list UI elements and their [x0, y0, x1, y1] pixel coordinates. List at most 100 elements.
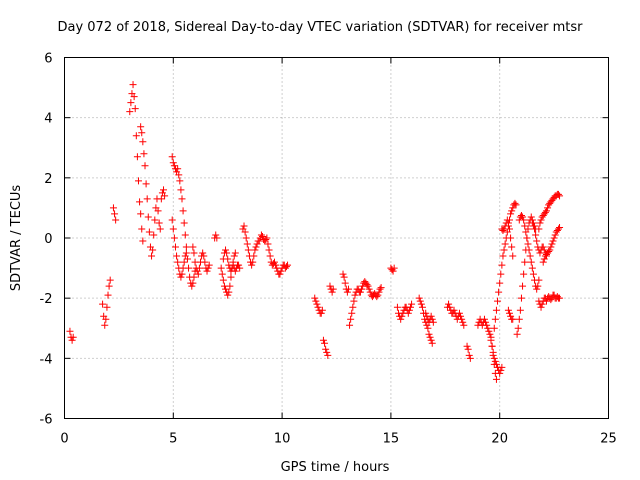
y-tick-label: 2	[44, 172, 52, 187]
data-point	[314, 303, 322, 311]
data-point	[139, 138, 147, 146]
data-point	[179, 264, 187, 272]
data-point	[151, 216, 159, 224]
series-sat-s	[346, 278, 385, 329]
data-point	[188, 282, 196, 290]
data-point	[406, 303, 414, 311]
x-tick-label: 10	[274, 432, 291, 447]
y-tick-label: -2	[40, 292, 53, 307]
data-point	[231, 267, 239, 275]
series-sat-aa	[487, 336, 506, 377]
data-point	[556, 294, 564, 302]
data-point	[426, 333, 434, 341]
data-point	[148, 252, 156, 260]
data-point	[498, 261, 506, 269]
data-point	[181, 231, 189, 239]
data-point	[482, 318, 490, 326]
data-point	[103, 303, 111, 311]
data-point	[194, 270, 202, 278]
data-point	[500, 246, 508, 254]
data-point	[328, 288, 336, 296]
data-point	[425, 330, 433, 338]
data-point	[66, 327, 74, 335]
data-point	[499, 226, 507, 234]
data-point	[521, 258, 529, 266]
data-point	[102, 315, 110, 323]
data-point	[491, 357, 499, 365]
data-point	[282, 263, 290, 271]
data-point	[284, 261, 292, 269]
data-point	[180, 258, 188, 266]
series-sat-aj	[539, 223, 564, 266]
data-point	[133, 153, 141, 161]
data-point	[466, 354, 474, 362]
data-point	[178, 270, 186, 278]
data-point	[182, 243, 190, 251]
data-point	[249, 258, 257, 266]
data-point	[226, 282, 234, 290]
data-point	[137, 123, 145, 131]
data-point	[509, 252, 517, 260]
data-point	[503, 216, 511, 224]
data-point	[533, 285, 541, 293]
data-point	[326, 282, 334, 290]
data-point	[343, 288, 351, 296]
data-point	[251, 246, 259, 254]
data-point	[540, 255, 548, 263]
data-point	[265, 246, 273, 254]
data-point	[200, 252, 208, 260]
data-point	[485, 327, 493, 335]
data-point	[130, 93, 138, 101]
data-point	[127, 99, 135, 107]
data-point	[344, 285, 352, 293]
data-point	[525, 246, 533, 254]
data-point	[450, 306, 458, 314]
data-point	[312, 297, 320, 305]
data-point	[68, 336, 76, 344]
data-point	[105, 282, 113, 290]
data-point	[554, 225, 562, 233]
data-point	[321, 339, 329, 347]
data-point	[418, 303, 426, 311]
data-point	[429, 318, 437, 326]
data-point	[99, 300, 107, 308]
data-point	[551, 231, 559, 239]
data-point	[539, 243, 547, 251]
data-point	[149, 246, 157, 254]
data-point	[201, 258, 209, 266]
data-point	[339, 270, 347, 278]
data-point	[348, 309, 356, 317]
data-point	[511, 199, 519, 207]
data-point	[168, 216, 176, 224]
data-point	[250, 252, 258, 260]
data-point	[508, 207, 516, 215]
data-point	[143, 195, 151, 203]
data-point	[514, 324, 522, 332]
data-point	[140, 150, 148, 158]
data-point	[547, 243, 555, 251]
x-axis-label: GPS time / hours	[281, 460, 390, 475]
data-point	[231, 249, 239, 257]
data-point	[101, 321, 109, 329]
series-sat-v	[415, 294, 436, 347]
data-point	[501, 240, 509, 248]
data-point	[138, 225, 146, 233]
plot-frame	[64, 57, 609, 419]
data-point	[487, 336, 495, 344]
data-point	[373, 293, 381, 301]
data-point	[313, 300, 321, 308]
data-point	[488, 342, 496, 350]
data-point	[522, 228, 530, 236]
series-sat-r	[339, 270, 352, 296]
data-point	[537, 216, 545, 224]
data-point	[322, 345, 330, 353]
data-point	[504, 219, 512, 227]
data-point	[180, 219, 188, 227]
series-sat-a	[66, 327, 77, 344]
data-point	[358, 285, 366, 293]
data-point	[109, 204, 117, 212]
data-point	[179, 207, 187, 215]
data-point	[224, 291, 232, 299]
data-point	[460, 321, 468, 329]
data-point	[505, 225, 513, 233]
